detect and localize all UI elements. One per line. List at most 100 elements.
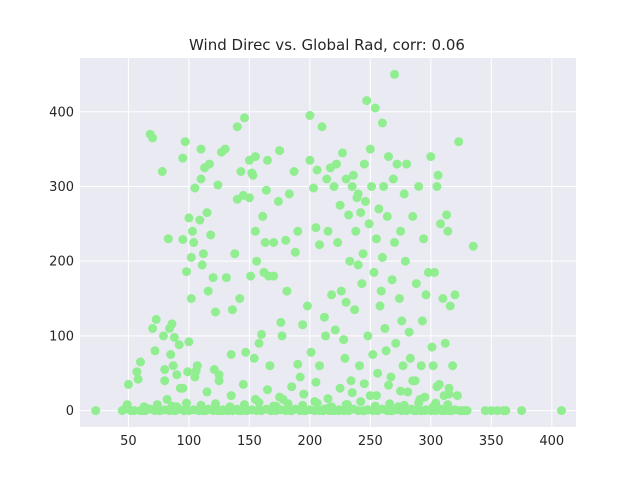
y-tick-label: 0 <box>66 404 74 419</box>
scatter-point <box>230 249 240 259</box>
scatter-point <box>281 235 291 245</box>
scatter-point <box>309 183 318 193</box>
scatter-point <box>460 406 470 416</box>
scatter-point <box>166 350 176 359</box>
scatter-point <box>330 325 340 335</box>
scatter-point <box>265 361 275 371</box>
scatter-point <box>312 165 322 175</box>
scatter-point <box>371 234 381 244</box>
scatter-point <box>178 153 188 163</box>
scatter-point <box>204 159 214 169</box>
scatter-point <box>235 294 245 303</box>
scatter-point <box>355 361 364 371</box>
y-tick-label: 200 <box>49 255 74 270</box>
scatter-point <box>293 226 303 236</box>
scatter-point <box>338 148 347 158</box>
scatter-point <box>394 294 404 303</box>
scatter-point <box>369 267 379 277</box>
scatter-point <box>162 394 172 404</box>
scatter-point <box>196 144 206 154</box>
scatter-point <box>438 294 448 303</box>
scatter-point <box>333 238 343 247</box>
scatter-point <box>315 361 324 371</box>
scatter-point <box>353 260 363 270</box>
scatter-point <box>198 249 208 259</box>
scatter-point <box>302 301 312 311</box>
scatter-point <box>246 271 256 281</box>
scatter-point <box>335 200 345 210</box>
scatter-point <box>347 388 357 398</box>
scatter-point <box>269 401 279 411</box>
scatter-point <box>347 182 357 191</box>
scatter-point <box>269 238 279 247</box>
scatter-point <box>252 256 262 266</box>
scatter-point <box>384 380 393 390</box>
scatter-point <box>377 252 387 262</box>
scatter-point <box>151 314 161 324</box>
scatter-point <box>408 211 418 221</box>
scatter-point <box>315 240 324 250</box>
scatter-point <box>432 182 442 191</box>
scatter-point <box>213 180 223 190</box>
scatter-point <box>416 361 426 371</box>
scatter-point <box>371 391 381 401</box>
scatter-point <box>184 337 194 347</box>
scatter-point <box>362 96 372 106</box>
x-tick-label: 400 <box>539 434 564 449</box>
scatter-point <box>269 271 279 281</box>
scatter-point <box>319 312 329 322</box>
scatter-point <box>414 182 424 191</box>
scatter-point <box>232 122 242 132</box>
scatter-point <box>189 238 199 247</box>
scatter-point <box>454 137 464 147</box>
x-tick-label: 50 <box>120 434 137 449</box>
scatter-point <box>250 226 260 236</box>
scatter-point <box>276 317 286 327</box>
scatter-point <box>250 394 260 404</box>
scatter-point <box>240 400 249 410</box>
scatter-point <box>123 379 133 389</box>
scatter-point <box>202 208 212 218</box>
y-axis-ticks: 0 100 200 300 400 <box>49 105 74 419</box>
scatter-point <box>202 387 212 397</box>
x-tick-label: 200 <box>297 434 322 449</box>
scatter-point <box>557 406 566 416</box>
scatter-point <box>341 174 351 184</box>
scatter-point <box>152 400 162 410</box>
scatter-point <box>404 327 414 337</box>
scatter-point <box>241 347 251 357</box>
scatter-point <box>396 386 406 396</box>
scatter-point <box>402 159 412 169</box>
scatter-point <box>426 152 436 162</box>
scatter-point <box>148 323 158 333</box>
scatter-point <box>289 167 299 176</box>
scatter-point <box>195 215 205 225</box>
scatter-point <box>358 249 368 259</box>
scatter-point <box>136 357 145 367</box>
scatter-point <box>196 174 206 184</box>
y-tick-label: 300 <box>49 180 74 195</box>
scatter-point <box>249 353 259 363</box>
scatter-point <box>311 377 321 387</box>
scatter-point <box>403 387 413 397</box>
scatter-point <box>385 399 395 409</box>
scatter-point <box>468 241 478 251</box>
scatter-point <box>163 234 173 244</box>
scatter-point <box>238 379 248 389</box>
scatter-point <box>359 379 369 389</box>
scatter-point <box>501 406 511 416</box>
scatter-point <box>174 340 184 350</box>
scatter-point <box>432 382 442 392</box>
scatter-point <box>287 382 297 392</box>
scatter-point <box>169 332 179 342</box>
scatter-point <box>150 346 160 356</box>
scatter-point <box>356 397 366 407</box>
scatter-point <box>440 338 450 348</box>
scatter-point <box>387 275 397 285</box>
scatter-point <box>332 159 341 169</box>
scatter-point <box>379 182 389 191</box>
scatter-point <box>282 286 292 296</box>
scatter-point <box>290 247 300 257</box>
scatter-point <box>226 350 236 359</box>
scatter-point <box>335 383 345 393</box>
